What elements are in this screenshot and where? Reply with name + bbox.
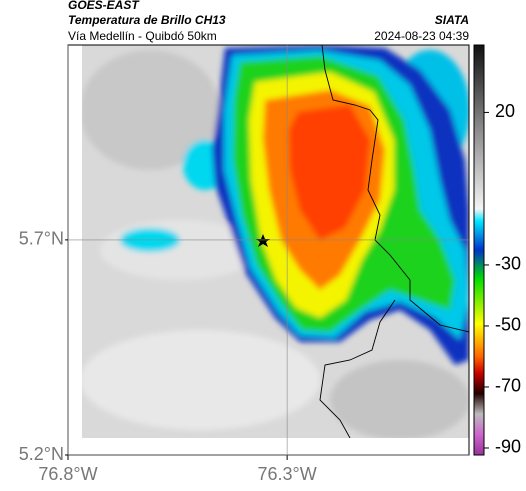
colorbar-tick-label: -30 <box>495 254 521 274</box>
colorbar-tick-label: -50 <box>495 315 521 335</box>
x-tick-label: 76.8°W <box>38 464 97 484</box>
colorbar <box>473 44 485 456</box>
cloud <box>82 330 320 430</box>
source: SIATA <box>435 13 469 27</box>
boundary <box>321 45 469 333</box>
colorbar-tick-label: 20 <box>495 101 515 121</box>
location-marker <box>256 234 270 247</box>
y-tick-label: 5.2°N <box>19 444 64 464</box>
colorbar-tick-label: -90 <box>495 437 521 457</box>
satellite-name: GOES-EAST <box>68 0 140 12</box>
colorbar-tick-label: -70 <box>495 376 521 396</box>
product-name: Temperatura de Brillo CH13 <box>68 13 226 27</box>
route: Vía Medellín - Quibdó 50km <box>68 29 217 43</box>
cloud <box>330 360 469 438</box>
cloud <box>289 105 370 240</box>
cloud-field <box>82 45 469 438</box>
x-tick-label: 76.3°W <box>258 464 317 484</box>
satellite-image <box>82 45 469 438</box>
cloud <box>82 50 220 170</box>
timestamp: 2024-08-23 04:39 <box>374 29 469 43</box>
boundary <box>319 299 396 438</box>
y-tick-label: 5.7°N <box>19 229 64 249</box>
